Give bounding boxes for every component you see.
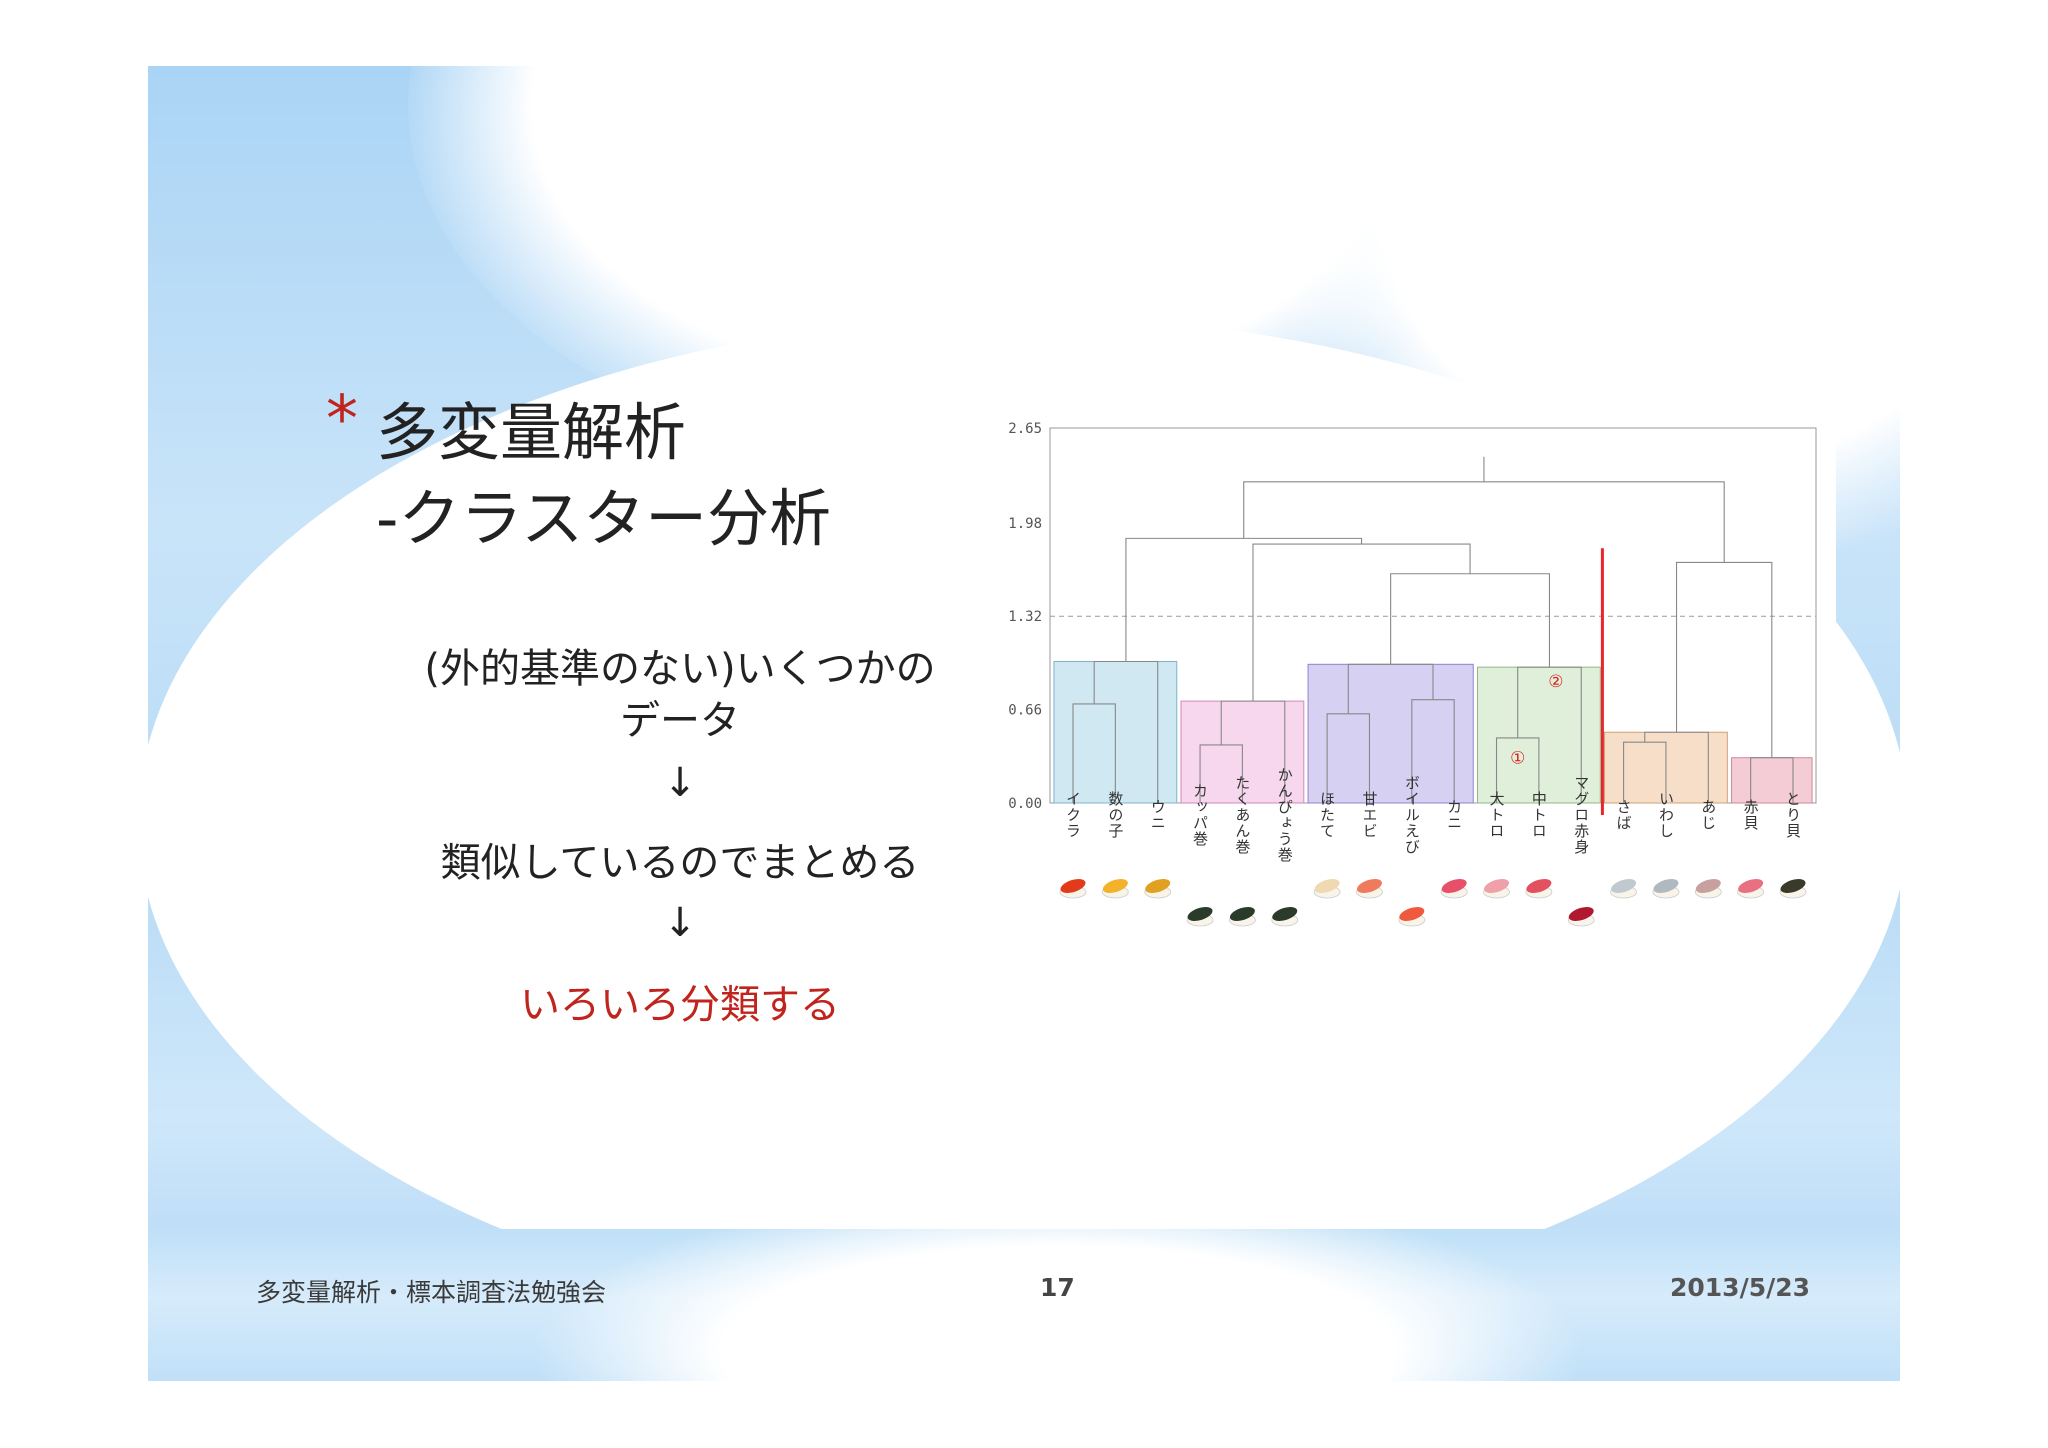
title-line-1: 多変量解析 xyxy=(376,396,687,469)
leaf-label-14: いわし xyxy=(1657,791,1675,839)
title-bullet-asterisk: * xyxy=(326,383,358,457)
sushi-topping-icon-8 xyxy=(1399,907,1425,921)
sushi-topping-icon-0 xyxy=(1060,879,1086,893)
cluster-annotation-0: ① xyxy=(1510,748,1525,768)
leaf-label-3: カッパ巻 xyxy=(1191,783,1209,847)
dendrogram-link-15 xyxy=(1675,561,1773,758)
dendrogram-link-7 xyxy=(1495,737,1540,803)
leaf-label-7: 甘エビ xyxy=(1360,791,1378,839)
leaf-label-1: 数の子 xyxy=(1106,791,1124,839)
dendrogram-link-9 xyxy=(1390,573,1551,668)
leaf-label-12: マグロ赤身 xyxy=(1572,775,1590,855)
leaf-label-13: さば xyxy=(1615,799,1633,831)
sushi-topping-icon-5 xyxy=(1272,907,1298,921)
footer-date: 2013/5/23 xyxy=(1670,1273,1811,1302)
highlight-text: いろいろ分類する xyxy=(520,982,840,1028)
dendrogram-link-6 xyxy=(1347,663,1434,714)
sushi-topping-icon-9 xyxy=(1441,879,1467,893)
dendrogram-link-12 xyxy=(1623,741,1667,803)
leaf-label-11: 中トロ xyxy=(1530,791,1548,839)
dendrogram-link-16 xyxy=(1243,481,1725,563)
page-title: 多変量解析 -クラスター分析 xyxy=(376,390,831,562)
sushi-topping-icon-4 xyxy=(1229,907,1255,921)
dendrogram-link-8 xyxy=(1517,666,1582,803)
sushi-topping-icon-6 xyxy=(1314,879,1340,893)
y-tick-label-3: 0.66 xyxy=(1008,703,1042,719)
leaf-label-9: カニ xyxy=(1445,799,1463,831)
cluster-box-2 xyxy=(1307,663,1474,804)
cluster-annotation-1: ② xyxy=(1548,672,1563,692)
sushi-topping-icon-11 xyxy=(1526,879,1552,893)
sushi-topping-icon-15 xyxy=(1695,879,1721,893)
leaf-label-17: とり貝 xyxy=(1784,791,1802,839)
leaf-label-2: ウニ xyxy=(1149,799,1167,831)
sushi-topping-icon-7 xyxy=(1356,879,1382,893)
dendrogram-link-10 xyxy=(1252,543,1471,702)
leaf-label-15: あじ xyxy=(1699,799,1717,831)
sushi-topping-icon-1 xyxy=(1102,879,1128,893)
y-tick-label-4: 0.00 xyxy=(1008,796,1042,812)
leaf-label-6: ほたて xyxy=(1318,791,1336,839)
dendrogram-chart: ① ② 2.65 1.98 1.32 0.66 0.00 イクラ 数の子 ウニ カッパ巻 たくあん… xyxy=(990,410,1836,950)
body-text-line-2: データ xyxy=(620,698,740,744)
sushi-topping-icon-10 xyxy=(1484,879,1510,893)
sushi-topping-icon-2 xyxy=(1145,879,1171,893)
title-line-2: -クラスター分析 xyxy=(376,482,832,555)
arrow-down-1: ↓ xyxy=(663,760,697,806)
sushi-topping-icon-16 xyxy=(1738,879,1764,893)
sushi-topping-icon-3 xyxy=(1187,907,1213,921)
sushi-topping-icon-17 xyxy=(1780,879,1806,893)
leaf-label-4: たくあん巻 xyxy=(1233,775,1251,855)
leaf-label-10: 大トロ xyxy=(1488,791,1506,839)
leaf-label-5: かんぴょう巻 xyxy=(1276,767,1294,863)
page-number: 17 xyxy=(1040,1273,1075,1302)
body-text-line-3: 類似しているのでまとめる xyxy=(440,840,920,886)
leaf-label-16: 赤貝 xyxy=(1742,799,1760,831)
sushi-topping-icon-14 xyxy=(1653,879,1679,893)
cluster-box-5 xyxy=(1731,757,1813,804)
dendrogram-link-1 xyxy=(1093,660,1159,803)
y-tick-label-2: 1.32 xyxy=(1008,609,1042,625)
footer-left: 多変量解析・標本調査法勉強会 xyxy=(256,1278,607,1307)
y-tick-label-1: 1.98 xyxy=(1008,516,1042,532)
leaf-label-8: ボイルえび xyxy=(1403,775,1421,855)
leaf-label-0: イクラ xyxy=(1064,791,1082,839)
y-tick-label-0: 2.65 xyxy=(1008,421,1042,437)
sushi-topping-icon-13 xyxy=(1611,879,1637,893)
body-text-line-1: (外的基準のない)いくつかの xyxy=(424,646,936,692)
dendrogram-link-14 xyxy=(1750,757,1794,803)
arrow-down-2: ↓ xyxy=(663,900,697,946)
sushi-topping-icon-12 xyxy=(1568,907,1594,921)
